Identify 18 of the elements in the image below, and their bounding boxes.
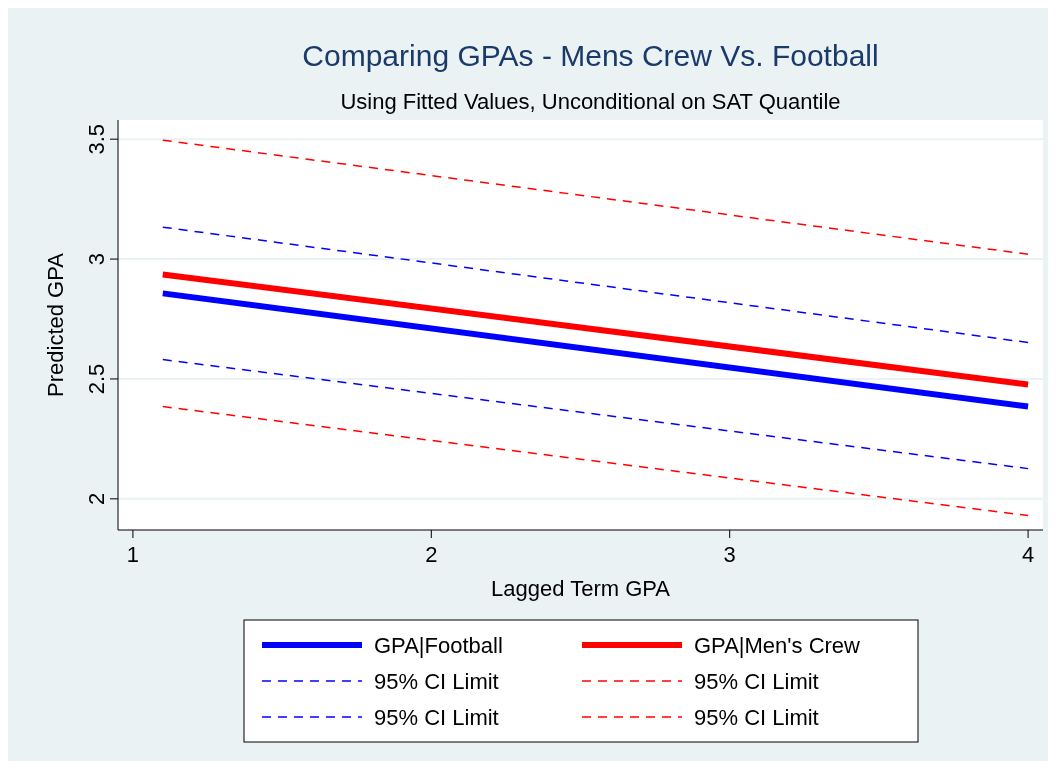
y-axis-title: Predicted GPA — [43, 252, 68, 397]
x-tick-label: 2 — [425, 542, 438, 567]
legend-label: 95% CI Limit — [694, 705, 819, 730]
y-tick-label: 2 — [84, 492, 109, 505]
y-tick-label: 3.5 — [84, 123, 109, 155]
legend-label: 95% CI Limit — [374, 669, 499, 694]
legend-label: 95% CI Limit — [374, 705, 499, 730]
y-tick-label: 2.5 — [84, 363, 109, 395]
x-tick-label: 3 — [723, 542, 736, 567]
legend-label: 95% CI Limit — [694, 669, 819, 694]
legend-label: GPA|Football — [374, 633, 503, 658]
x-tick-label: 1 — [126, 542, 140, 567]
x-axis-title: Lagged Term GPA — [491, 576, 671, 601]
chart-title: Comparing GPAs - Mens Crew Vs. Football — [302, 39, 879, 72]
x-tick-label: 4 — [1021, 542, 1035, 567]
legend-label: GPA|Men's Crew — [694, 633, 861, 658]
y-tick-label: 3 — [84, 252, 109, 266]
chart-subtitle: Using Fitted Values, Unconditional on SAT Quantile — [340, 89, 841, 114]
